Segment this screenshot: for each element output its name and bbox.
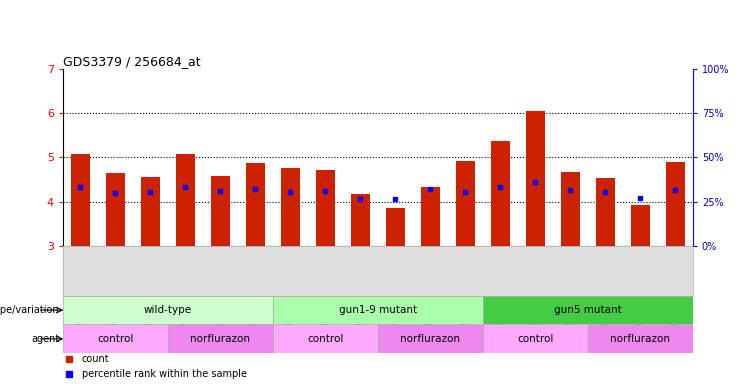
Bar <box>273 324 378 353</box>
Bar <box>665 162 685 246</box>
Bar <box>63 324 168 353</box>
Text: gun5 mutant: gun5 mutant <box>554 305 622 315</box>
Bar <box>378 324 483 353</box>
Bar <box>456 161 475 246</box>
Bar <box>281 169 300 246</box>
Text: percentile rank within the sample: percentile rank within the sample <box>82 369 247 379</box>
Text: norflurazon: norflurazon <box>400 334 460 344</box>
Bar <box>176 154 195 246</box>
Text: norflurazon: norflurazon <box>611 334 671 344</box>
Bar <box>63 296 273 324</box>
Bar <box>316 170 335 246</box>
Bar <box>246 163 265 246</box>
Bar <box>483 296 693 324</box>
Bar <box>168 324 273 353</box>
Bar <box>491 141 510 246</box>
Bar <box>561 172 580 246</box>
Bar <box>106 173 125 246</box>
Text: genotype/variation: genotype/variation <box>0 305 59 315</box>
Text: GDS3379 / 256684_at: GDS3379 / 256684_at <box>63 55 201 68</box>
Bar <box>588 324 693 353</box>
Text: control: control <box>517 334 554 344</box>
Text: gun1-9 mutant: gun1-9 mutant <box>339 305 417 315</box>
Bar <box>483 324 588 353</box>
Bar <box>631 205 650 246</box>
Bar <box>211 176 230 246</box>
Bar <box>526 111 545 246</box>
Bar <box>421 187 440 246</box>
Text: control: control <box>308 334 344 344</box>
Bar <box>273 296 483 324</box>
Text: control: control <box>97 334 133 344</box>
Bar <box>350 194 370 246</box>
Text: norflurazon: norflurazon <box>190 334 250 344</box>
Text: agent: agent <box>31 334 59 344</box>
Bar <box>596 178 615 246</box>
Text: wild-type: wild-type <box>144 305 192 315</box>
Text: count: count <box>82 354 110 364</box>
Bar <box>71 154 90 246</box>
Bar <box>141 177 160 246</box>
Bar <box>386 208 405 246</box>
